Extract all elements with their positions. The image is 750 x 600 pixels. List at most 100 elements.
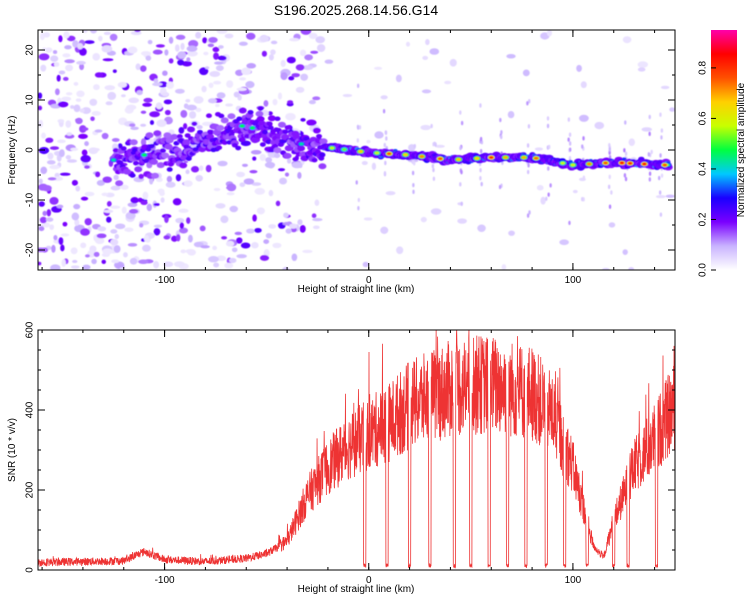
noise-blob	[622, 249, 628, 255]
signal-blob	[133, 160, 139, 166]
noise-blob	[263, 239, 270, 244]
noise-blob	[65, 92, 73, 96]
noise-blob	[38, 201, 45, 207]
noise-blob	[608, 222, 616, 228]
noise-blob	[61, 96, 72, 102]
noise-blob	[60, 233, 70, 237]
noise-blob	[143, 235, 150, 242]
noise-blob	[302, 65, 314, 71]
signal-blob	[179, 162, 188, 169]
noise-blob	[65, 155, 72, 160]
noise-blob	[315, 36, 326, 44]
signal-blob	[256, 116, 265, 123]
noise-blob	[130, 126, 139, 130]
noise-blob	[273, 153, 281, 159]
streak-blob	[568, 141, 572, 146]
noise-blob	[109, 33, 118, 41]
noise-blob	[190, 166, 200, 173]
signal-blob	[318, 163, 327, 170]
noise-blob	[272, 242, 282, 249]
streak-blob	[657, 175, 661, 181]
noise-blob	[246, 32, 256, 40]
streak-blob	[432, 167, 435, 173]
noise-blob	[113, 245, 121, 253]
noise-blob	[270, 49, 276, 55]
spectrogram-y-tick-label: 20	[25, 44, 36, 56]
noise-blob	[507, 110, 515, 119]
noise-blob	[362, 261, 369, 268]
noise-blob	[238, 41, 248, 46]
noise-blob	[155, 102, 163, 110]
noise-blob	[268, 189, 274, 197]
spectrogram-y-tick-label: 10	[25, 94, 36, 106]
streak-blob	[648, 177, 652, 182]
noise-blob	[140, 51, 152, 56]
streak-blob	[357, 205, 360, 211]
noise-blob	[425, 38, 430, 46]
noise-blob	[186, 50, 198, 57]
noise-blob	[101, 192, 109, 197]
noise-blob	[107, 91, 117, 100]
noise-blob	[98, 35, 103, 42]
noise-blob	[259, 35, 270, 43]
noise-blob	[73, 104, 81, 113]
signal-blob	[238, 107, 247, 114]
noise-blob	[38, 92, 43, 99]
noise-blob	[136, 89, 143, 96]
noise-blob	[572, 189, 578, 194]
spectrogram-heatmap	[38, 30, 675, 270]
noise-blob	[265, 233, 272, 239]
noise-blob	[306, 119, 317, 126]
noise-blob	[38, 226, 45, 232]
noise-blob	[179, 222, 184, 229]
signal-blob	[134, 166, 143, 173]
noise-blob	[149, 111, 160, 118]
noise-blob	[111, 259, 120, 264]
noise-blob	[168, 36, 174, 44]
colorbar-tick-label: 0.6	[698, 111, 709, 125]
signal-blob	[284, 125, 291, 130]
noise-blob	[234, 231, 243, 236]
snr-y-tick-label: 600	[25, 321, 36, 338]
noise-blob	[501, 264, 507, 270]
noise-blob	[57, 139, 66, 144]
noise-blob	[449, 58, 457, 67]
noise-blob	[559, 239, 569, 246]
signal-blob	[148, 143, 155, 149]
noise-blob	[84, 165, 91, 169]
noise-blob	[127, 242, 138, 247]
noise-blob	[217, 160, 228, 167]
noise-blob	[660, 85, 670, 90]
noise-blob	[52, 50, 58, 55]
noise-blob	[186, 217, 191, 224]
noise-blob	[166, 175, 173, 183]
noise-blob	[207, 98, 217, 104]
streak-blob	[546, 116, 550, 121]
noise-blob	[113, 174, 119, 181]
streak-blob	[624, 120, 627, 125]
colorbar: 0.0 0.2 0.4 0.6 0.8 Normalized spectral ampl…	[698, 30, 747, 277]
noise-blob	[285, 228, 292, 234]
noise-blob	[58, 35, 63, 43]
streak-blob	[582, 136, 585, 141]
noise-blob	[185, 98, 191, 103]
noise-blob	[434, 144, 445, 148]
noise-blob	[93, 84, 100, 91]
snr-x-tick-label: 100	[565, 575, 582, 586]
noise-blob	[291, 253, 298, 262]
noise-blob	[217, 55, 227, 61]
streak-blob	[430, 123, 433, 129]
noise-blob	[252, 214, 257, 222]
noise-blob	[129, 257, 138, 265]
streak-blob	[412, 182, 415, 188]
noise-blob	[304, 54, 313, 61]
streak-blob	[479, 167, 482, 173]
noise-blob	[159, 190, 165, 196]
hotspot-core	[141, 153, 147, 157]
noise-blob	[275, 200, 281, 207]
signal-blob	[311, 157, 318, 163]
noise-blob	[195, 174, 203, 182]
noise-blob	[522, 69, 530, 77]
noise-blob	[101, 132, 109, 140]
noise-blob	[83, 30, 88, 34]
